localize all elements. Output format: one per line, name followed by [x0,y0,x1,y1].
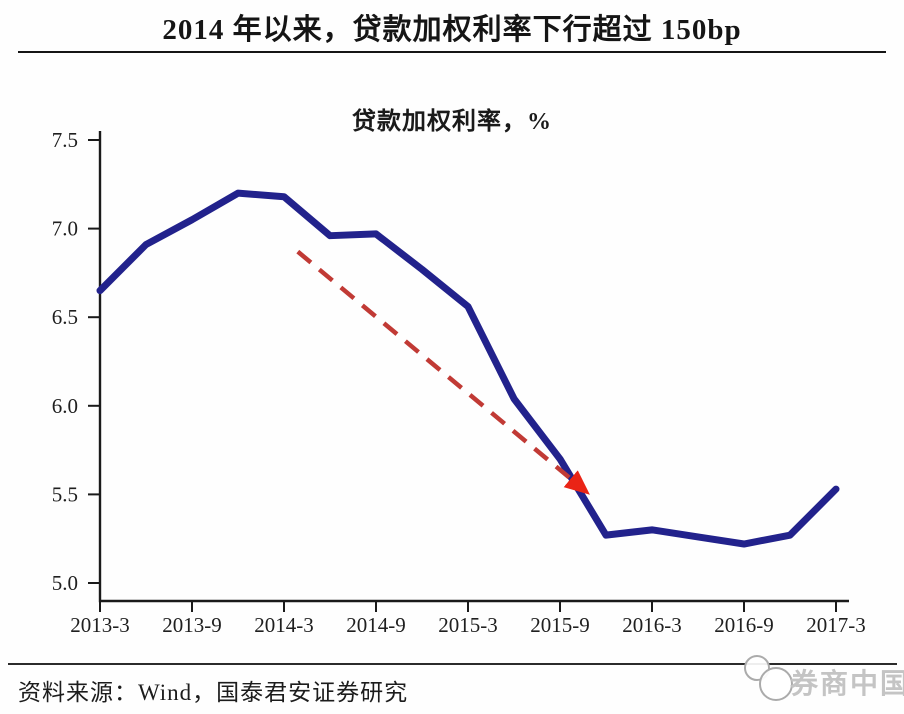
x-axis-tick-label: 2013-9 [162,613,222,637]
chart-subtitle: 贷款加权利率，% [352,109,552,135]
x-axis-tick-label: 2016-3 [622,613,682,637]
x-axis-tick-label: 2015-3 [438,613,498,637]
title-rule [18,51,886,53]
x-axis-tick-label: 2016-9 [714,613,774,637]
broker-china-watermark: 券商中国 [744,655,904,701]
y-axis-tick-label: 7.5 [52,128,78,152]
x-axis-tick-label: 2017-3 [806,613,866,637]
data-source: 资料来源：Wind，国泰君安证券研究 [18,680,409,705]
x-axis-tick-label: 2014-9 [346,613,406,637]
y-axis-tick-label: 5.0 [52,571,78,595]
y-axis-tick-label: 5.5 [52,482,78,506]
y-axis-tick-label: 6.5 [52,305,78,329]
y-axis-tick-label: 6.0 [52,394,78,418]
x-axis-tick-label: 2013-3 [70,613,130,637]
page-title: 2014 年以来，贷款加权利率下行超过 150bp [162,14,742,46]
trend-arrow [296,249,590,495]
y-axis-tick-label: 7.0 [52,217,78,241]
x-axis-tick-label: 2015-9 [530,613,590,637]
x-axis-tick-label: 2014-3 [254,613,314,637]
watermark-text: 券商中国 [790,668,904,700]
footer-rule [8,663,897,665]
speech-bubble-icon [759,667,793,701]
rate-line [96,189,840,548]
axis-line [98,131,849,603]
